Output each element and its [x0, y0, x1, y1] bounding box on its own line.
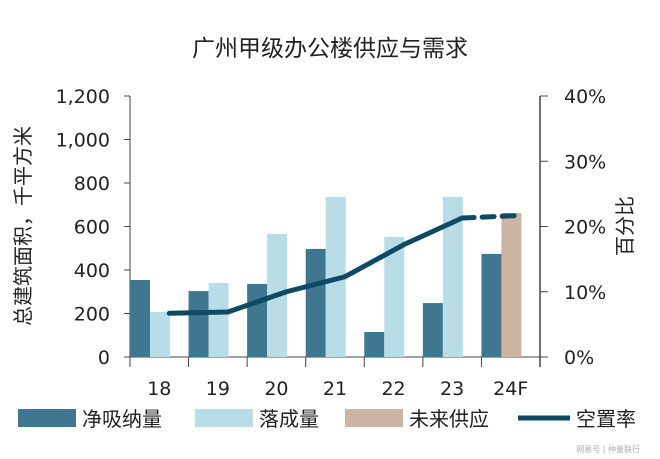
y-axis-label: 总建筑面积，千平方米: [11, 126, 35, 326]
y2-tick-label: 40%: [564, 86, 606, 108]
y-tick-label: 200: [74, 304, 110, 326]
bar-2-24F: [501, 213, 522, 357]
x-tick-label: 24F: [493, 378, 528, 400]
x-tick-label: 19: [206, 378, 230, 400]
bar-1-22: [384, 236, 405, 357]
bar-0-24F: [481, 253, 502, 357]
x-tick-label: 18: [147, 378, 171, 400]
x-tick-label: 23: [440, 378, 464, 400]
y-tick-label: 0: [98, 347, 110, 369]
bar-1-18: [150, 311, 170, 357]
bar-0-18: [130, 280, 150, 357]
y-tick-label: 600: [74, 217, 110, 239]
vacancy-line: [166, 215, 465, 316]
y2-axis-label: 百分比: [613, 196, 637, 256]
legend-label-2: 未来供应: [409, 407, 489, 431]
chart-title: 广州甲级办公楼供应与需求: [192, 36, 468, 62]
bar-0-21: [305, 248, 326, 357]
legend-swatch-2: [345, 409, 403, 427]
y-tick-label: 1,000: [56, 130, 110, 152]
y2-tick-label: 10%: [564, 282, 606, 304]
bar-0-22: [364, 331, 385, 357]
bar-1-23: [442, 196, 463, 357]
legend-swatch-0: [18, 409, 76, 427]
x-tick-label: 20: [264, 378, 288, 400]
y-tick-label: 1,200: [56, 86, 110, 108]
bar-1-19: [208, 283, 229, 357]
bar-0-19: [188, 291, 209, 357]
legend-label-3: 空置率: [576, 407, 636, 431]
y-tick-label: 800: [74, 173, 110, 195]
x-tick-label: 21: [323, 378, 347, 400]
legend-swatch-1: [195, 409, 253, 427]
vacancy-line-forecast: [459, 212, 524, 221]
y2-tick-label: 0%: [564, 347, 594, 369]
y2-tick-label: 20%: [564, 217, 606, 239]
legend-label-0: 净吸纳量: [82, 407, 162, 431]
y-tick-label: 400: [74, 260, 110, 282]
watermark: 网易号 | 仲量联行: [576, 444, 640, 454]
x-tick-label: 22: [381, 378, 405, 400]
bar-0-20: [247, 283, 268, 357]
bar-0-23: [422, 303, 443, 357]
legend-label-1: 落成量: [259, 407, 319, 431]
y2-tick-label: 30%: [564, 151, 606, 173]
